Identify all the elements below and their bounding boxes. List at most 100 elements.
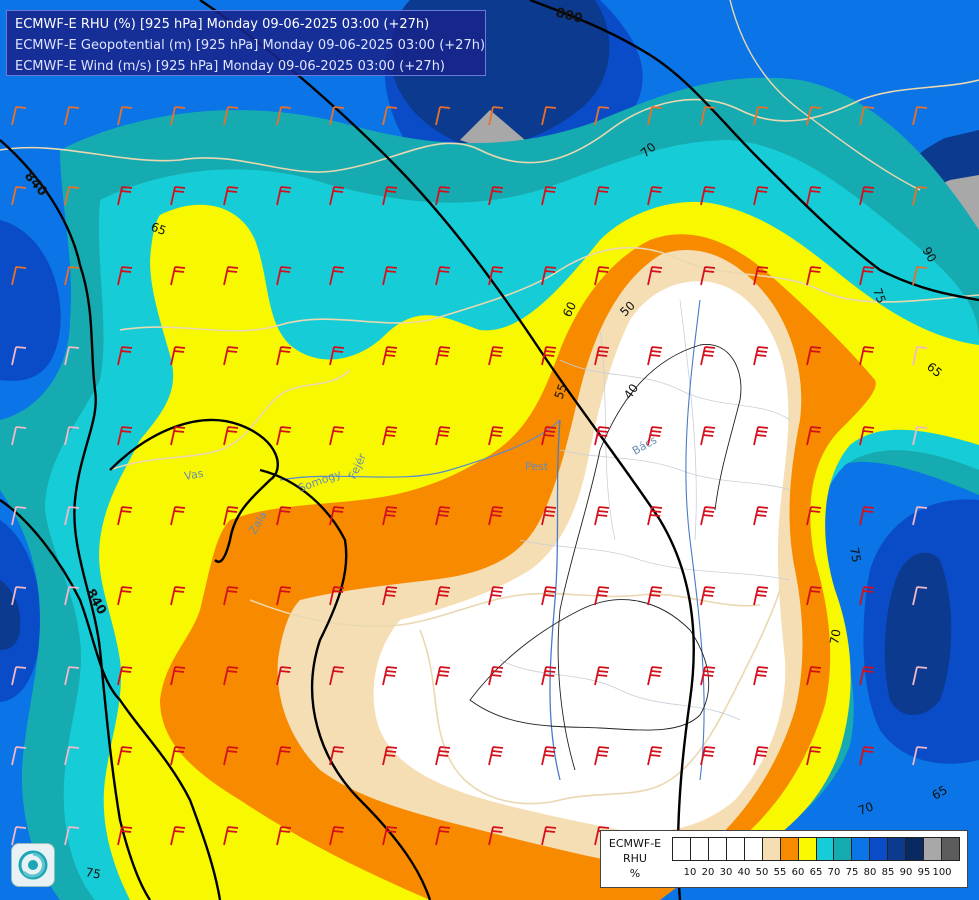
wind-barb-icon xyxy=(223,746,239,766)
legend-tick: 90 xyxy=(899,867,913,878)
place-label-vas: Vas xyxy=(183,467,204,483)
rhu-band-90-southeast xyxy=(884,552,952,715)
wind-barb-icon xyxy=(382,266,398,286)
rhu-band-85-southwest xyxy=(0,520,41,702)
wind-barb-icon xyxy=(11,666,27,686)
wind-barb-icon xyxy=(806,106,822,126)
wind-barb-icon xyxy=(64,266,80,286)
legend-color-scale xyxy=(672,837,960,861)
wind-barb-icon xyxy=(382,586,398,606)
wind-barb-icon xyxy=(276,586,292,606)
wind-barb-icon xyxy=(806,266,822,286)
river xyxy=(549,419,561,781)
wind-barb-icon xyxy=(435,426,451,446)
rhu-contour-40 xyxy=(469,599,710,731)
rhu-contour-label: 75 xyxy=(870,286,888,305)
rhu-contour-label: 65 xyxy=(149,220,168,238)
wind-barb-icon xyxy=(435,586,451,606)
wind-barb-icon xyxy=(382,106,398,126)
legend-tick: 75 xyxy=(845,867,859,878)
wind-barb-icon xyxy=(64,346,80,366)
rhu-band-90-southwest xyxy=(0,580,21,650)
title-rhu: ECMWF-E RHU (%) [925 hPa] Monday 09-06-2… xyxy=(15,17,430,32)
wind-barb-icon xyxy=(435,106,451,126)
wind-barb-icon xyxy=(541,586,557,606)
wind-barb-icon xyxy=(170,666,186,686)
wind-barb-icon xyxy=(382,666,398,686)
wind-barb-icon xyxy=(541,506,557,526)
wind-barb-icon xyxy=(329,346,345,366)
wind-barb-icon xyxy=(700,746,716,766)
wind-barb-icon xyxy=(541,106,557,126)
wind-barb-icon xyxy=(117,266,133,286)
wind-barb-icon xyxy=(700,266,716,286)
river xyxy=(685,299,705,781)
wind-barb-icon xyxy=(329,266,345,286)
legend-swatch xyxy=(762,838,781,860)
wind-barb-icon xyxy=(329,426,345,446)
wind-barb-icon xyxy=(276,346,292,366)
wind-barb-icon xyxy=(859,186,875,206)
wind-barb-icon xyxy=(117,346,133,366)
rhu-legend: ECMWF-E RHU % 10 20 30 40 50 55 60 65 70 75 80 85 90… xyxy=(600,830,968,888)
wind-barb-icon xyxy=(594,666,610,686)
wind-barb-icon xyxy=(859,746,875,766)
wind-barb-icon xyxy=(276,266,292,286)
wind-barb-icon xyxy=(753,666,769,686)
wind-barb-icon xyxy=(11,586,27,606)
rhu-band-85-west xyxy=(0,220,61,381)
wind-barb-icon xyxy=(488,266,504,286)
wind-barb-icon xyxy=(541,746,557,766)
wind-barb-icon xyxy=(594,506,610,526)
wind-barb-icon xyxy=(700,666,716,686)
wind-barb-icon xyxy=(541,426,557,446)
wind-barb-icon xyxy=(276,426,292,446)
wind-barb-icon xyxy=(488,506,504,526)
geopotential-contour-840 xyxy=(0,499,222,900)
country-border xyxy=(729,0,921,191)
rhu-contour-layer xyxy=(469,344,742,771)
legend-tick: 80 xyxy=(863,867,877,878)
county-border xyxy=(559,359,791,421)
wind-barb-icon xyxy=(488,106,504,126)
wind-barb-icon xyxy=(806,186,822,206)
wind-barb-icon xyxy=(912,106,928,126)
wind-barb-icon xyxy=(753,746,769,766)
geopotential-contour-label: 800 xyxy=(554,5,584,27)
wind-barb-icon xyxy=(912,666,928,686)
wind-barb-icon xyxy=(117,506,133,526)
country-border xyxy=(109,369,351,471)
country-border xyxy=(249,592,761,628)
wind-barb-icon xyxy=(541,826,557,846)
legend-tick: 40 xyxy=(737,867,751,878)
legend-swatch xyxy=(780,838,799,860)
legend-tick: 20 xyxy=(701,867,715,878)
wind-barb-icon xyxy=(64,106,80,126)
legend-tick: 10 xyxy=(683,867,697,878)
wind-barb-icon xyxy=(753,186,769,206)
legend-swatch xyxy=(852,838,871,860)
wind-barb-icon xyxy=(700,586,716,606)
wind-barb-icon xyxy=(223,826,239,846)
country-border xyxy=(419,589,781,805)
legend-tick: 95 xyxy=(917,867,931,878)
geopotential-contour-840 xyxy=(0,139,151,900)
legend-swatch xyxy=(708,838,727,860)
legend-swatch xyxy=(798,838,817,860)
wind-barb-icon xyxy=(329,506,345,526)
wind-barb-icon xyxy=(541,666,557,686)
legend-swatch xyxy=(888,838,907,860)
wind-barb-icon xyxy=(806,666,822,686)
wind-barb-icon xyxy=(329,746,345,766)
wind-barb-icon xyxy=(117,186,133,206)
wind-barb-icon xyxy=(223,666,239,686)
county-border xyxy=(679,299,697,541)
wind-barb-icon xyxy=(806,346,822,366)
country-border xyxy=(119,246,979,332)
wind-barb-icon xyxy=(223,106,239,126)
rhu-contour-label: 65 xyxy=(930,783,950,803)
legend-tick-labels: 10 20 30 40 50 55 60 65 70 75 80 85 90 95 100 xyxy=(682,867,970,881)
wind-barb-icon xyxy=(170,426,186,446)
wind-barb-icon xyxy=(912,586,928,606)
